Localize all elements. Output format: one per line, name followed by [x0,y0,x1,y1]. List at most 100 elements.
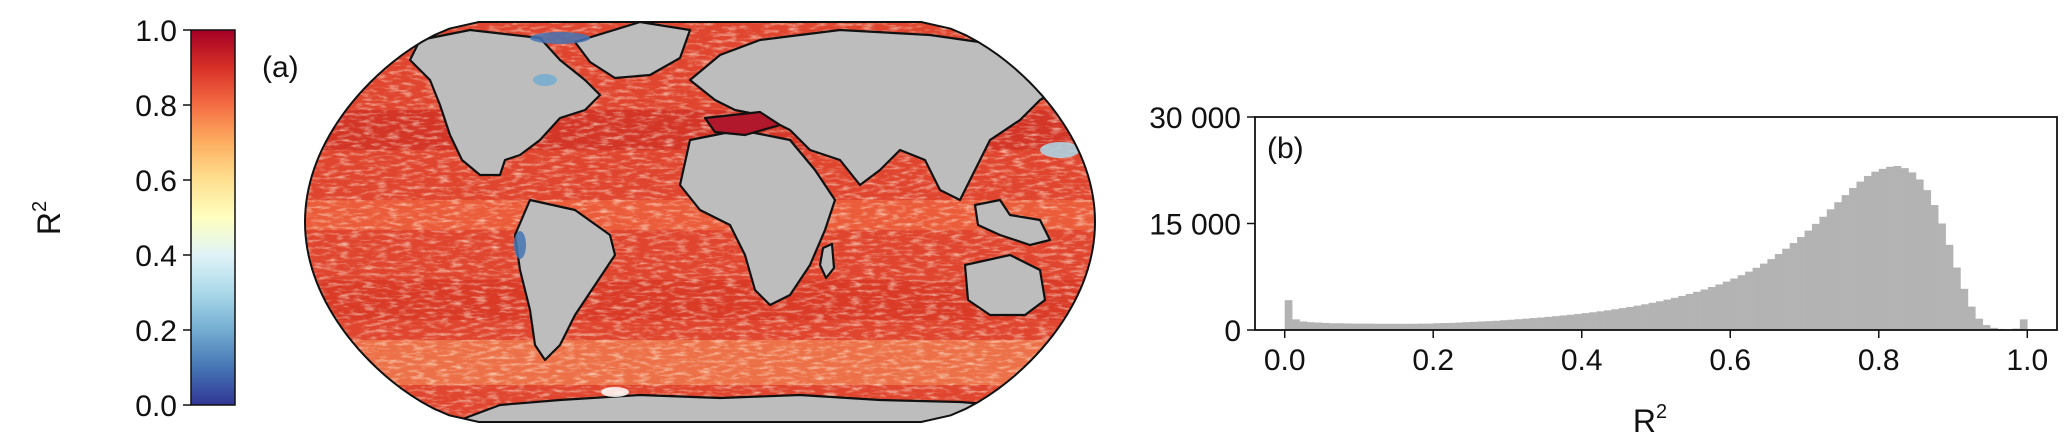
histogram-bar [1908,172,1917,330]
histogram-bar [1410,323,1419,330]
histogram-bar [1388,323,1397,330]
histogram-bar [1425,323,1434,330]
colorbar: 1.0 0.8 0.6 0.4 0.2 0.0 R2 [29,15,236,423]
histogram-bar [1448,322,1456,330]
histogram-bar [1641,304,1649,330]
histogram-bar [1871,171,1880,330]
histogram-x-label: R2 [1633,401,1667,439]
histogram-bar [1715,284,1724,330]
mediterranean-sea [703,110,782,137]
histogram-bar [1366,323,1375,330]
histogram-bar [1477,321,1486,330]
world-map [305,22,1095,422]
madagascar [818,242,836,280]
histogram-bar [1841,195,1850,330]
greenland [573,22,692,80]
patch-pacific [1040,142,1080,158]
antarctica [458,393,1082,422]
histogram-bar [1990,327,1998,330]
histogram-bar [2019,319,2028,330]
histogram-bar [1693,291,1701,330]
histogram-bar [1314,322,1323,330]
x-tick-label: 0.0 [1264,344,1306,377]
histogram-bar [1418,323,1427,330]
histogram-bar [1581,313,1590,330]
histogram-bar [1344,323,1352,330]
histogram-bar [1626,306,1635,330]
histogram-bar [1596,311,1605,330]
south-america [513,198,617,362]
histogram-bar [1923,190,1932,330]
histogram-bar [1886,166,1894,330]
histogram-bar [1492,320,1501,330]
histogram-bar [1522,318,1531,330]
histogram-bars [1284,165,2028,330]
histogram-bar [1329,323,1337,330]
histogram-bar [1797,236,1805,330]
histogram-bar [1633,305,1642,330]
patch-arctic [530,32,590,44]
histogram-bar [1967,306,1976,330]
histogram-bar [1960,288,1969,330]
histogram-bar [1707,287,1716,330]
histogram-bar [1849,188,1857,330]
histogram-bar [1834,202,1842,330]
histogram-bar [1336,323,1345,330]
histogram-bar [1611,309,1620,330]
histogram-bar [1759,263,1768,330]
histogram-bar [1678,295,1687,330]
histogram-bar [1752,267,1761,330]
colorbar-ticks: 1.0 0.8 0.6 0.4 0.2 0.0 [135,15,191,423]
histogram-y-ticks: 0 15 000 30 000 [1149,102,1255,348]
histogram-bar [1403,323,1412,330]
y-tick-label: 30 000 [1149,102,1241,135]
histogram-bar [1953,267,1961,330]
panel-b: 0.0 0.2 0.4 0.6 0.8 1.0 0 15 000 30 000 (b) R2 [1149,102,2058,439]
histogram-bar [1537,317,1545,330]
histogram-bar [1811,223,1820,330]
histogram-bar [1745,271,1753,330]
histogram-bar [1982,325,1991,330]
histogram-bar [1381,323,1389,330]
histogram-bar [1804,230,1813,330]
africa [678,128,837,307]
histogram-bar [1901,168,1909,330]
histogram-bar [1670,297,1679,330]
colorbar-tick-label: 0.4 [135,240,177,273]
histogram-bar [1656,301,1664,330]
histogram-bar [1945,244,1954,330]
histogram-bar [1589,312,1597,330]
histogram-bar [1306,322,1315,330]
histogram-bar [1774,254,1783,330]
histogram-bar [1299,321,1308,330]
histogram-bar [1782,248,1790,330]
histogram-bar [1559,315,1568,330]
x-tick-label: 0.6 [1709,344,1751,377]
histogram-bar [1915,179,1924,330]
histogram-bar [1433,323,1441,330]
panel-a-label: (a) [262,51,299,84]
map-outline [303,21,1097,423]
histogram-bar [1544,316,1553,330]
histogram-bar [1574,313,1583,330]
histogram-bar [1485,321,1493,330]
histogram-bar [1455,322,1464,330]
histogram-bar [1351,323,1360,330]
histogram-bar [1893,165,1902,330]
histogram-bar [1737,275,1746,330]
europe-asia [688,28,1067,202]
histogram-bar [1863,175,1872,330]
x-tick-label: 0.2 [1412,344,1454,377]
histogram-bar [1938,223,1946,330]
histogram-bar [1700,289,1709,330]
histogram-bar [1648,302,1657,330]
colorbar-tick-label: 0.6 [135,165,177,198]
histogram-bar [1975,318,1984,330]
histogram-bar [1789,243,1798,330]
y-tick-label: 0 [1224,315,1241,348]
histogram-bar [1321,322,1330,330]
histogram-bar [1500,320,1508,330]
histogram-bar [1507,319,1516,330]
patch-peru [514,231,526,259]
